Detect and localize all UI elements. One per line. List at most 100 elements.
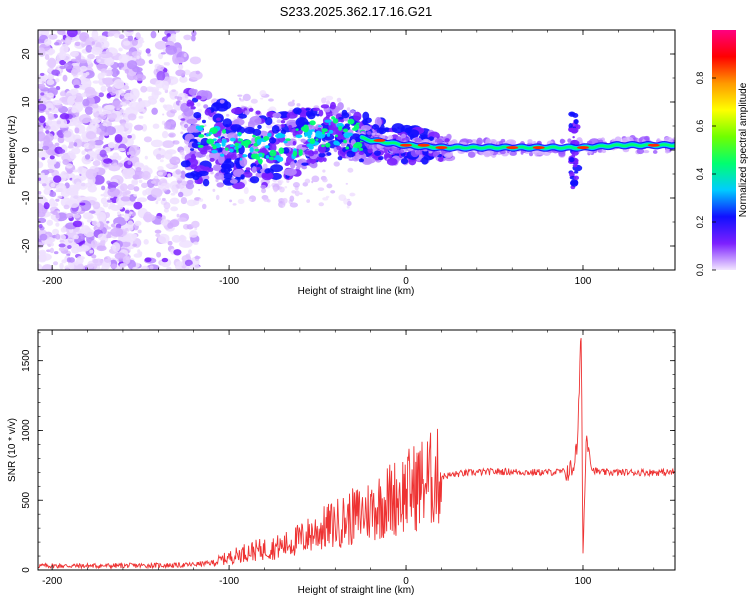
spectrogram-blob [72, 214, 81, 219]
spectrogram-blob [328, 122, 331, 126]
spectrogram-blob [264, 173, 274, 180]
spectrogram-blob [175, 69, 186, 77]
spectrogram-blob [330, 190, 336, 194]
spectrogram-blob [225, 154, 232, 159]
spectrogram-blob [100, 72, 107, 76]
spectrogram-blob [323, 157, 327, 162]
spectrogram-blob [175, 169, 182, 175]
spectrogram-blob [129, 211, 133, 215]
spectrogram-blob [234, 142, 239, 147]
spectrogram-blob [371, 132, 376, 136]
colorbar-tick-label: 0.0 [695, 264, 705, 277]
spectrogram-blob [117, 62, 125, 68]
spectrogram-blob [206, 138, 215, 145]
spectrogram-blob [643, 149, 650, 154]
spectrogram-blob [527, 139, 533, 144]
spectrogram-blob [309, 120, 316, 126]
spectrogram-blob [151, 107, 158, 115]
spectrogram-blob [116, 125, 125, 132]
spectrogram-blob [233, 152, 237, 155]
spectrogram-blob [183, 123, 189, 129]
spectrogram-blob [272, 112, 282, 118]
spectrogram-blob [179, 76, 188, 83]
y-tick-label: 1500 [21, 349, 32, 372]
spectrogram-blob [132, 66, 143, 73]
spectrogram-blob [69, 153, 77, 160]
spectrogram-blob [74, 261, 79, 266]
spectrogram-blob [476, 137, 483, 146]
spectrogram-blob [155, 153, 162, 160]
spectrogram-blob [248, 121, 253, 125]
spectrogram-blob [305, 110, 312, 117]
spectrogram-blob [195, 95, 202, 100]
spectrogram-blob [366, 131, 372, 135]
spectrogram-blob [171, 127, 175, 130]
spectrogram-blob [60, 170, 67, 179]
spectrogram-blob [58, 243, 66, 248]
spectrogram-blob [295, 134, 303, 139]
spectrogram-blob [99, 130, 106, 137]
spectrogram-blob [392, 147, 400, 154]
spectrogram-blob [611, 138, 617, 143]
spectrogram-blob [287, 101, 296, 107]
spectrogram-blob [63, 204, 70, 210]
spectrogram-ridge [358, 133, 675, 152]
spectrogram-blob [91, 30, 99, 40]
spectrogram-blob [180, 131, 184, 135]
spectrogram-blob [304, 132, 307, 137]
spectrogram-blob [326, 152, 332, 156]
spectrogram-blob [170, 206, 179, 212]
spectrogram-blob [215, 194, 220, 201]
spectrogram-blob [101, 261, 111, 270]
spectrogram-blob [597, 148, 603, 153]
spectrogram-blob [371, 124, 380, 130]
spectrogram-blob [198, 134, 205, 138]
spectrogram-blob [38, 177, 42, 181]
spectrogram-blob [45, 133, 54, 142]
spectrogram-blob [87, 215, 94, 220]
x-tick-label: 100 [575, 576, 592, 587]
spectrogram-blob [48, 107, 52, 111]
spectrogram-blob [158, 52, 164, 60]
spectrogram-blob [318, 109, 324, 117]
spectrogram-blob [573, 118, 579, 125]
spectrogram-blob [235, 147, 239, 151]
spectrogram-blob [568, 111, 576, 117]
spectrogram-blob [129, 88, 140, 100]
spectrogram-blob [142, 108, 146, 113]
spectrogram-blob [198, 198, 204, 202]
spectrogram-blob [358, 158, 365, 163]
spectrogram-blob [215, 117, 221, 122]
spectrogram-blob [360, 125, 371, 131]
spectrogram-blob [58, 148, 66, 154]
spectrogram-blob [190, 106, 196, 110]
spectrogram-blob [59, 91, 67, 97]
spectrogram-blob [163, 121, 172, 129]
x-tick-label: -100 [219, 276, 239, 287]
spectrogram-blob [270, 164, 283, 173]
spectrogram-blob [276, 119, 282, 124]
spectrogram-blob [243, 187, 249, 195]
spectrogram-blob [338, 126, 342, 130]
spectrogram-blob [38, 131, 46, 142]
spectrogram-blob [180, 118, 186, 121]
spectrogram-blob [141, 123, 148, 132]
spectrogram-blob [283, 140, 288, 144]
spectrogram-blob [260, 97, 264, 100]
spectrogram-blob [568, 123, 573, 129]
spectrogram-blob [421, 156, 429, 165]
spectrogram-blob [57, 30, 66, 36]
spectrogram-blob [401, 133, 407, 139]
spectrogram-blob [345, 146, 350, 150]
spectrogram-blob [386, 158, 398, 166]
spectrogram-blob [170, 109, 177, 114]
spectrogram-blob [39, 72, 45, 76]
spectrogram-blob [49, 191, 57, 198]
spectrogram-blob [147, 53, 152, 57]
spectrogram-blob [244, 110, 249, 115]
spectrogram-blob [114, 134, 123, 143]
spectrogram-blob [237, 94, 243, 97]
spectrogram-blob [261, 155, 264, 159]
spectrogram-blob [167, 222, 174, 229]
